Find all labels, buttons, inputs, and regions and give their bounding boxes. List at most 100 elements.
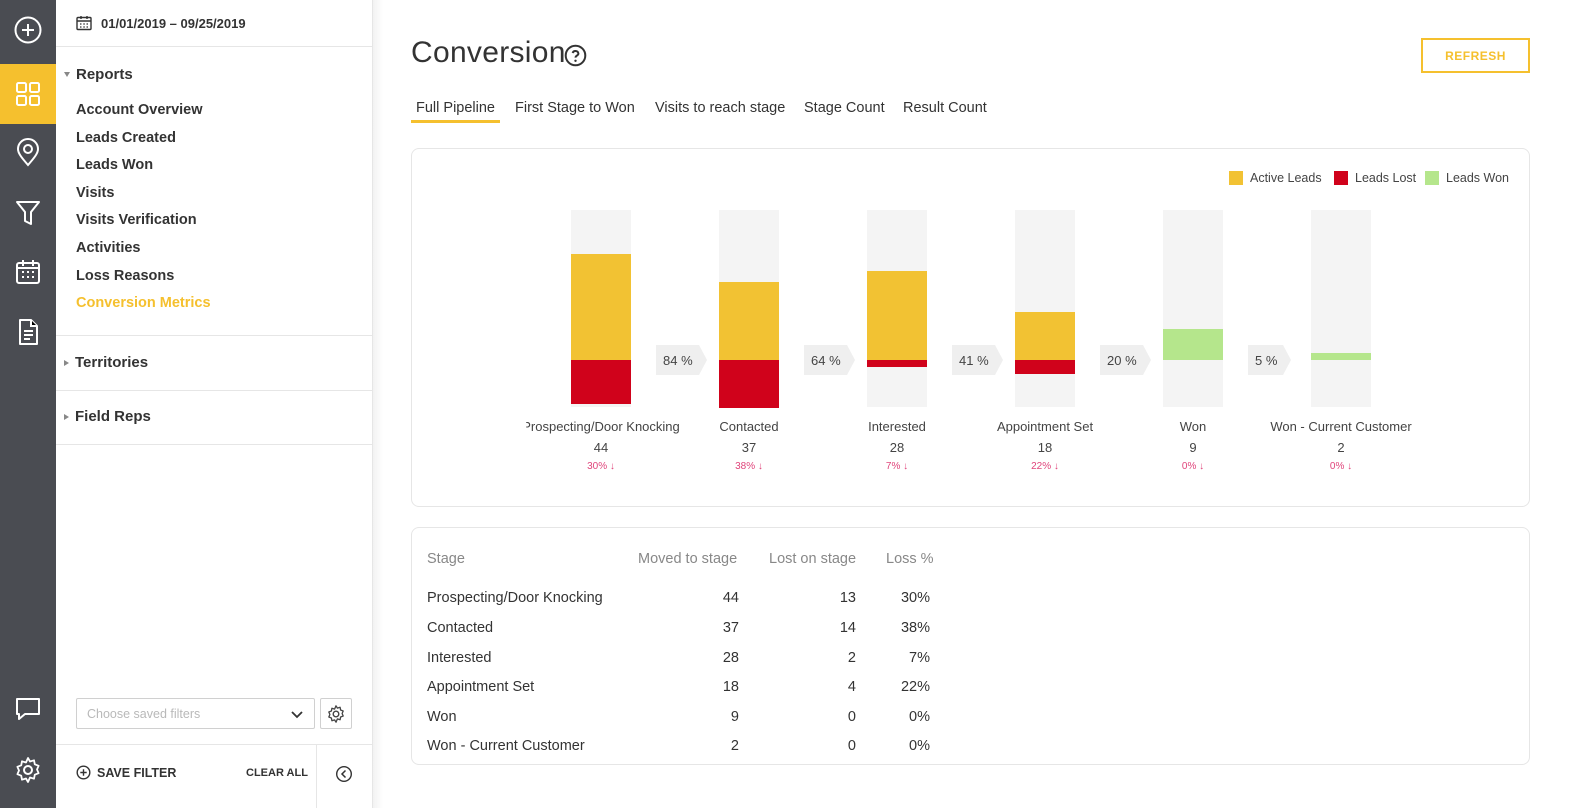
add-circle-icon	[76, 765, 91, 780]
clear-all-button[interactable]: CLEAR ALL	[246, 767, 308, 779]
stage-count: 9	[1189, 440, 1197, 455]
stage-loss-pct: 38% ↓	[735, 461, 763, 472]
tab-full-pipeline[interactable]: Full Pipeline	[416, 100, 495, 116]
cell-moved: 37	[722, 620, 739, 636]
stage-loss-pct: 30% ↓	[587, 461, 615, 472]
cell-stage: Interested	[427, 650, 492, 666]
sidebar-item-leads-won[interactable]: Leads Won	[76, 157, 154, 173]
field-reps-title: Field Reps	[75, 408, 151, 425]
map-pin-icon	[16, 138, 40, 167]
nav-map[interactable]	[0, 123, 56, 183]
stage-count: 44	[593, 440, 609, 455]
legend-item: Active Leads	[1229, 171, 1322, 185]
bar-leads-won	[1311, 353, 1371, 360]
cell-stage: Contacted	[427, 620, 494, 636]
tab-stage-count[interactable]: Stage Count	[804, 100, 885, 116]
caret-right-icon	[64, 413, 69, 420]
funnel-icon	[16, 201, 40, 225]
legend-swatch	[1229, 171, 1243, 185]
reports-section: Reports Account Overview Leads Created L…	[56, 47, 372, 336]
tag-arrow	[1283, 345, 1292, 375]
nav-documents[interactable]	[0, 302, 56, 362]
legend-label: Leads Lost	[1355, 171, 1417, 185]
bar-column-background	[1163, 210, 1223, 407]
cell-lost: 14	[839, 620, 856, 636]
sidebar-item-visits[interactable]: Visits	[76, 185, 115, 201]
column-header-stage: Stage	[427, 551, 465, 567]
sidebar-item-activities[interactable]: Activities	[76, 240, 141, 256]
legend-label: Leads Won	[1446, 171, 1510, 185]
conversion-rate-tag: 41 %	[952, 345, 1003, 375]
sidebar-item-loss-reasons[interactable]: Loss Reasons	[76, 268, 175, 284]
cell-loss-pct: 30%	[900, 590, 930, 606]
add-button[interactable]	[0, 0, 56, 60]
territories-section: Territories	[56, 336, 372, 391]
conversion-rate-tag: 20 %	[1100, 345, 1151, 375]
stage-label: Won	[1179, 419, 1207, 434]
field-reps-header[interactable]: Field Reps	[64, 408, 151, 425]
tag-arrow	[846, 345, 855, 375]
legend-swatch	[1425, 171, 1439, 185]
chat-button[interactable]	[0, 679, 56, 739]
cell-loss-pct: 22%	[900, 679, 930, 695]
cell-lost: 0	[847, 738, 856, 754]
legend-label: Active Leads	[1250, 171, 1322, 185]
nav-calendar[interactable]	[0, 242, 56, 302]
save-filter-button[interactable]: SAVE FILTER	[76, 765, 176, 780]
stage-count: 2	[1337, 440, 1345, 455]
add-circle-icon	[14, 16, 42, 44]
stage-loss-pct: 0% ↓	[1329, 461, 1353, 472]
conversion-rate-value: 84 %	[656, 345, 699, 375]
nav-funnel[interactable]	[0, 183, 56, 243]
legend-item: Leads Won	[1425, 171, 1509, 185]
cell-stage: Appointment Set	[427, 679, 535, 695]
cell-loss-pct: 7%	[909, 650, 930, 666]
chat-icon	[16, 698, 40, 720]
cell-moved: 28	[722, 650, 739, 666]
bar-leads-lost	[1015, 360, 1075, 374]
tab-result-count[interactable]: Result Count	[903, 100, 987, 116]
sidebar-item-conversion-metrics[interactable]: Conversion Metrics	[76, 295, 211, 311]
sidebar-item-account-overview[interactable]: Account Overview	[76, 102, 203, 118]
filter-settings-button[interactable]	[320, 698, 352, 729]
cell-stage: Won - Current Customer	[427, 738, 585, 754]
tag-arrow	[994, 345, 1003, 375]
collapse-arrow-icon[interactable]	[335, 765, 353, 783]
settings-button[interactable]	[0, 740, 56, 800]
bar-column-background	[1015, 210, 1075, 407]
legend-swatch	[1334, 171, 1348, 185]
stage-label: Interested	[868, 419, 926, 434]
refresh-button[interactable]: REFRESH	[1421, 38, 1530, 73]
cell-lost: 0	[847, 709, 856, 725]
column-header-moved: Moved to stage	[638, 551, 738, 567]
tag-arrow	[1142, 345, 1151, 375]
bar-active-leads	[867, 271, 927, 360]
save-filter-label: SAVE FILTER	[97, 765, 177, 780]
tag-arrow	[698, 345, 707, 375]
reports-header[interactable]: Reports	[64, 66, 133, 83]
tab-first-stage-to-won[interactable]: First Stage to Won	[515, 100, 635, 116]
help-icon[interactable]	[564, 44, 587, 67]
conversion-rate-tag: 5 %	[1248, 345, 1292, 375]
field-reps-section: Field Reps	[56, 391, 372, 445]
saved-filters-select[interactable]: Choose saved filters	[76, 698, 315, 729]
date-range-picker[interactable]: 01/01/2019 – 09/25/2019	[56, 0, 372, 47]
cell-lost: 13	[839, 590, 856, 606]
bar-column-background	[1311, 210, 1371, 407]
nav-reports[interactable]	[0, 64, 56, 124]
sidebar-item-leads-created[interactable]: Leads Created	[76, 130, 176, 146]
territories-title: Territories	[75, 354, 149, 371]
territories-header[interactable]: Territories	[64, 354, 148, 371]
stage-table-card	[411, 527, 1530, 765]
gear-icon	[16, 757, 40, 783]
sidebar-item-visits-verification[interactable]: Visits Verification	[76, 212, 197, 228]
saved-filters-placeholder: Choose saved filters	[87, 706, 201, 721]
conversion-rate-value: 41 %	[952, 345, 995, 375]
divider	[316, 745, 317, 808]
cell-stage: Won	[427, 709, 457, 725]
tab-visits-to-reach-stage[interactable]: Visits to reach stage	[655, 100, 786, 116]
stage-label: Prospecting/Door Knocking	[522, 419, 680, 434]
cell-loss-pct: 0%	[909, 738, 930, 754]
legend-item: Leads Lost	[1334, 171, 1416, 185]
conversion-rate-value: 5 %	[1248, 345, 1284, 375]
